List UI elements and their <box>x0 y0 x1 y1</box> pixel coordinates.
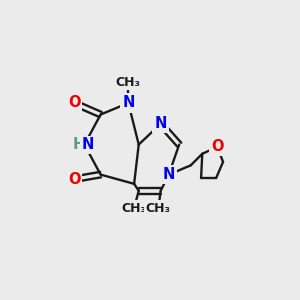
Text: H: H <box>73 137 85 152</box>
Text: O: O <box>68 95 80 110</box>
Text: CH₃: CH₃ <box>116 76 141 89</box>
Text: O: O <box>211 140 224 154</box>
Text: O: O <box>68 172 80 187</box>
Text: N: N <box>122 95 134 110</box>
Text: N: N <box>154 116 167 131</box>
Text: N: N <box>82 137 94 152</box>
Text: CH₃: CH₃ <box>122 202 147 214</box>
Text: N: N <box>163 167 175 182</box>
Text: CH₃: CH₃ <box>146 202 171 214</box>
